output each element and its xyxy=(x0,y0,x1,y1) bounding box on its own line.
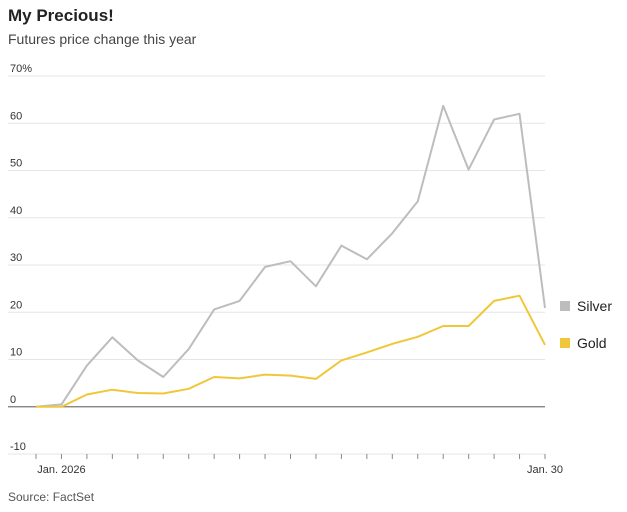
x-tick-label: Jan. 30 xyxy=(527,464,563,476)
legend: Silver Gold xyxy=(560,298,612,351)
x-axis-labels: Jan. 2026 Jan. 30 xyxy=(37,464,563,476)
source-note: Source: FactSet xyxy=(8,490,95,504)
series-lines xyxy=(35,104,546,408)
y-tick-label: 60 xyxy=(10,110,22,122)
series-line-silver xyxy=(35,104,546,408)
y-tick-label: 50 xyxy=(10,158,22,170)
y-tick-label: -10 xyxy=(10,441,26,453)
y-tick-label: 30 xyxy=(10,252,22,264)
grid-lines xyxy=(8,75,545,455)
legend-swatch-gold xyxy=(560,338,570,348)
y-tick-label: 0 xyxy=(10,394,16,406)
y-axis-labels: -10 0 10 20 30 40 50 60 70% xyxy=(10,63,32,453)
chart-subtitle: Futures price change this year xyxy=(8,31,197,47)
x-axis-ticks xyxy=(35,454,546,459)
legend-swatch-silver xyxy=(560,301,570,311)
y-tick-label: 70% xyxy=(10,63,32,75)
chart-title: My Precious! xyxy=(8,6,114,25)
series-line-gold xyxy=(36,294,546,408)
y-tick-label: 40 xyxy=(10,205,22,217)
legend-label-gold: Gold xyxy=(577,335,607,351)
legend-label-silver: Silver xyxy=(577,298,612,314)
y-tick-label: 20 xyxy=(10,299,22,311)
y-tick-label: 10 xyxy=(10,347,22,359)
x-tick-label: Jan. 2026 xyxy=(37,464,85,476)
